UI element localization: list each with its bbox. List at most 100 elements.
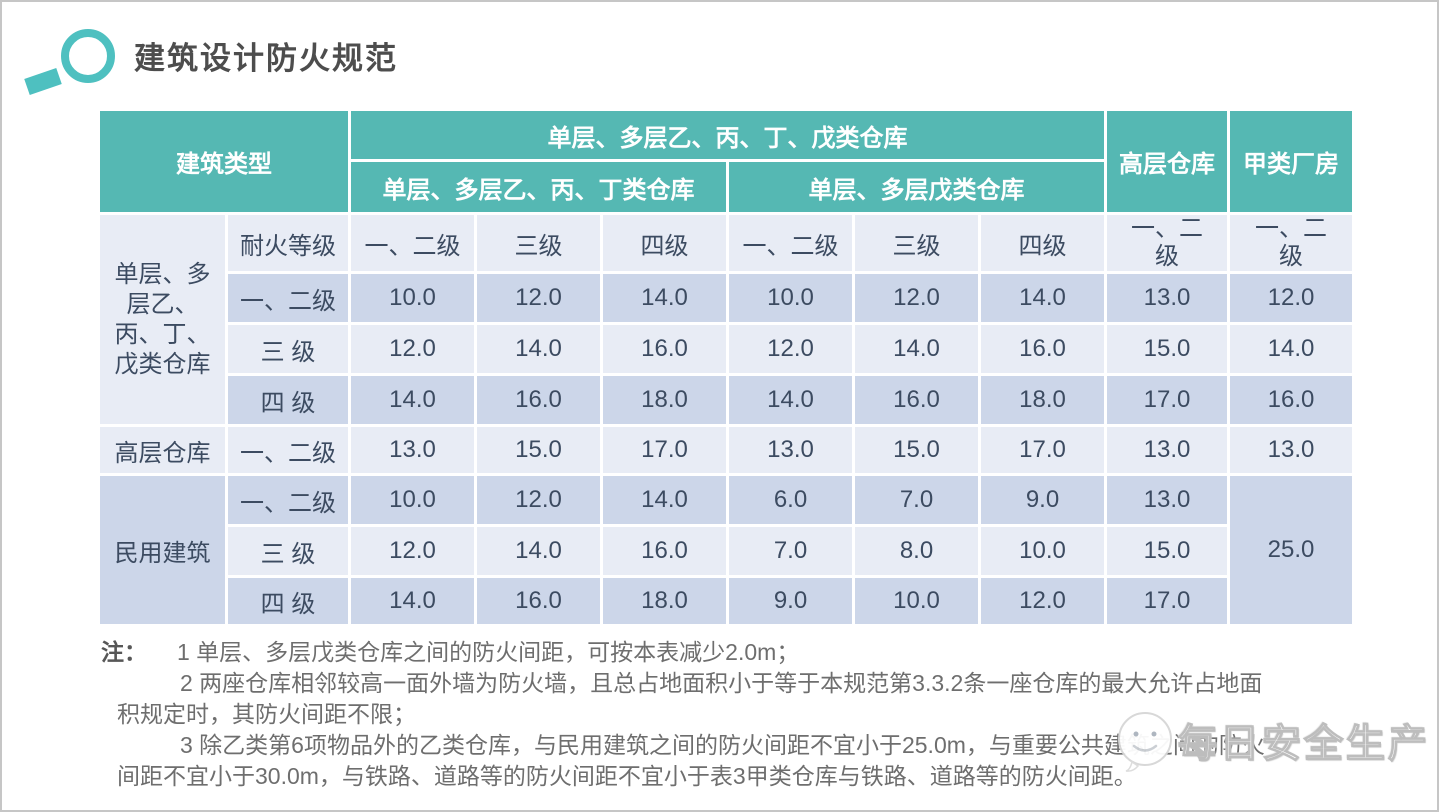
subheader-cell: 三级 xyxy=(477,215,600,271)
notes-block: 注： 1 单层、多层戊类仓库之间的防火间距，可按本表减少2.0m； 2 两座仓库相… xyxy=(101,637,1407,792)
row-grade-label: 一、二级 xyxy=(228,274,348,322)
value-cell: 12.0 xyxy=(351,527,474,575)
table-row-civil: 四 级 14.0 16.0 18.0 9.0 10.0 12.0 17.0 xyxy=(100,578,1352,624)
value-cell: 14.0 xyxy=(477,527,600,575)
value-cell: 15.0 xyxy=(477,427,600,473)
value-cell: 12.0 xyxy=(351,325,474,373)
magnifier-icon xyxy=(24,29,115,96)
value-cell: 9.0 xyxy=(729,578,852,624)
value-cell: 10.0 xyxy=(981,527,1104,575)
value-cell: 15.0 xyxy=(1107,527,1227,575)
header-warehouse-group: 单层、多层乙、丙、丁、戊类仓库 xyxy=(351,111,1104,159)
value-cell: 10.0 xyxy=(855,578,978,624)
value-cell: 10.0 xyxy=(351,274,474,322)
value-cell: 15.0 xyxy=(855,427,978,473)
header-warehouse-e: 单层、多层戊类仓库 xyxy=(729,162,1104,212)
value-cell: 17.0 xyxy=(1107,376,1227,424)
table-row: 一、二级 10.0 12.0 14.0 10.0 12.0 14.0 13.0 … xyxy=(100,274,1352,322)
value-cell: 8.0 xyxy=(855,527,978,575)
value-cell: 7.0 xyxy=(855,476,978,524)
table-row-civil: 三 级 12.0 14.0 16.0 7.0 8.0 10.0 15.0 xyxy=(100,527,1352,575)
header-highrise-warehouse: 高层仓库 xyxy=(1107,111,1227,212)
table-row: 三 级 12.0 14.0 16.0 12.0 14.0 16.0 15.0 1… xyxy=(100,325,1352,373)
value-cell: 16.0 xyxy=(603,527,726,575)
header-row-2: 单层、多层乙、丙、丁类仓库 单层、多层戊类仓库 xyxy=(100,162,1352,212)
value-cell: 14.0 xyxy=(729,376,852,424)
value-cell: 12.0 xyxy=(477,274,600,322)
row-grade-label: 四 级 xyxy=(228,578,348,624)
row-grade-label: 三 级 xyxy=(228,325,348,373)
row-grade-label: 一、二级 xyxy=(228,427,348,473)
value-cell: 12.0 xyxy=(477,476,600,524)
value-cell: 17.0 xyxy=(1107,578,1227,624)
value-cell: 18.0 xyxy=(603,376,726,424)
value-cell: 13.0 xyxy=(1107,274,1227,322)
value-cell: 10.0 xyxy=(351,476,474,524)
value-cell: 13.0 xyxy=(1230,427,1352,473)
value-cell: 17.0 xyxy=(981,427,1104,473)
note-text: 1 单层、多层戊类仓库之间的防火间距，可按本表减少2.0m； xyxy=(177,639,800,665)
table-row-civil: 民用建筑 一、二级 10.0 12.0 14.0 6.0 7.0 9.0 13.… xyxy=(100,476,1352,624)
note-line-2: 2 两座仓库相邻较高一面外墙为防火墙，且总占地面积小于等于本规范第3.3.2条一… xyxy=(180,670,1263,696)
subheader-row: 单层、多层乙、丙、丁、戊类仓库 耐火等级 一、二级 三级 四级 一、二级 三级 … xyxy=(100,215,1352,424)
value-cell: 15.0 xyxy=(1107,325,1227,373)
value-cell: 16.0 xyxy=(1230,376,1352,424)
header-building-type: 建筑类型 xyxy=(100,111,348,212)
value-cell: 16.0 xyxy=(477,376,600,424)
rowgroup-civil-label: 民用建筑 xyxy=(100,476,225,624)
title-bar: 建筑设计防火规范 xyxy=(2,2,1437,102)
value-cell: 10.0 xyxy=(729,274,852,322)
subheader-cell: 四级 xyxy=(603,215,726,271)
note-label: 注： xyxy=(101,639,147,665)
value-cell: 12.0 xyxy=(981,578,1104,624)
value-cell: 14.0 xyxy=(855,325,978,373)
header-warehouse-bcd: 单层、多层乙、丙、丁类仓库 xyxy=(351,162,726,212)
note-line-5: 间距不宜小于30.0m，与铁路、道路等的防火间距不宜小于表3甲类仓库与铁路、道路… xyxy=(117,763,1137,789)
subheader-cell: 一、二级 xyxy=(729,215,852,271)
value-cell: 13.0 xyxy=(1107,427,1227,473)
row-grade-label: 三 级 xyxy=(228,527,348,575)
note-line-1: 注： 1 单层、多层戊类仓库之间的防火间距，可按本表减少2.0m； xyxy=(101,637,1407,668)
note-line-3: 积规定时，其防火间距不限； xyxy=(117,701,416,727)
rowgroup-warehouse-label: 单层、多层乙、丙、丁、戊类仓库 xyxy=(100,215,225,424)
table-row-highrise: 高层仓库 一、二级 13.0 15.0 17.0 13.0 15.0 17.0 … xyxy=(100,427,1352,473)
table-row: 四 级 14.0 16.0 18.0 14.0 16.0 18.0 17.0 1… xyxy=(100,376,1352,424)
header-class-a-factory: 甲类厂房 xyxy=(1230,111,1352,212)
subheader-cell: 四级 xyxy=(981,215,1104,271)
subheader-fire-grade: 耐火等级 xyxy=(228,215,348,271)
value-cell: 7.0 xyxy=(729,527,852,575)
value-cell: 6.0 xyxy=(729,476,852,524)
value-cell: 17.0 xyxy=(603,427,726,473)
value-cell: 14.0 xyxy=(351,376,474,424)
value-cell: 18.0 xyxy=(603,578,726,624)
subheader-cell: 一、二级 xyxy=(351,215,474,271)
value-cell: 14.0 xyxy=(981,274,1104,322)
value-cell: 12.0 xyxy=(855,274,978,322)
subheader-cell: 一、二 级 xyxy=(1107,215,1227,271)
value-cell: 14.0 xyxy=(1230,325,1352,373)
page-title: 建筑设计防火规范 xyxy=(134,40,398,76)
value-cell: 14.0 xyxy=(603,274,726,322)
value-cell: 14.0 xyxy=(477,325,600,373)
note-line-4: 3 除乙类第6项物品外的乙类仓库，与民用建筑之间的防火间距不宜小于25.0m，与… xyxy=(180,732,1265,758)
value-cell: 12.0 xyxy=(729,325,852,373)
value-cell: 13.0 xyxy=(729,427,852,473)
fire-distance-table: 建筑类型 单层、多层乙、丙、丁、戊类仓库 高层仓库 甲类厂房 单层、多层乙、丙、… xyxy=(97,108,1355,627)
rowgroup-highrise-label: 高层仓库 xyxy=(100,427,225,473)
row-grade-label: 一、二级 xyxy=(228,476,348,524)
value-cell: 9.0 xyxy=(981,476,1104,524)
value-cell: 14.0 xyxy=(351,578,474,624)
value-cell: 16.0 xyxy=(477,578,600,624)
value-cell-merged-25: 25.0 xyxy=(1230,476,1352,624)
value-cell: 13.0 xyxy=(1107,476,1227,524)
row-grade-label: 四 级 xyxy=(228,376,348,424)
value-cell: 16.0 xyxy=(603,325,726,373)
value-cell: 14.0 xyxy=(603,476,726,524)
subheader-cell: 三级 xyxy=(855,215,978,271)
subheader-cell: 一、二 级 xyxy=(1230,215,1352,271)
value-cell: 13.0 xyxy=(351,427,474,473)
value-cell: 16.0 xyxy=(981,325,1104,373)
value-cell: 16.0 xyxy=(855,376,978,424)
value-cell: 18.0 xyxy=(981,376,1104,424)
